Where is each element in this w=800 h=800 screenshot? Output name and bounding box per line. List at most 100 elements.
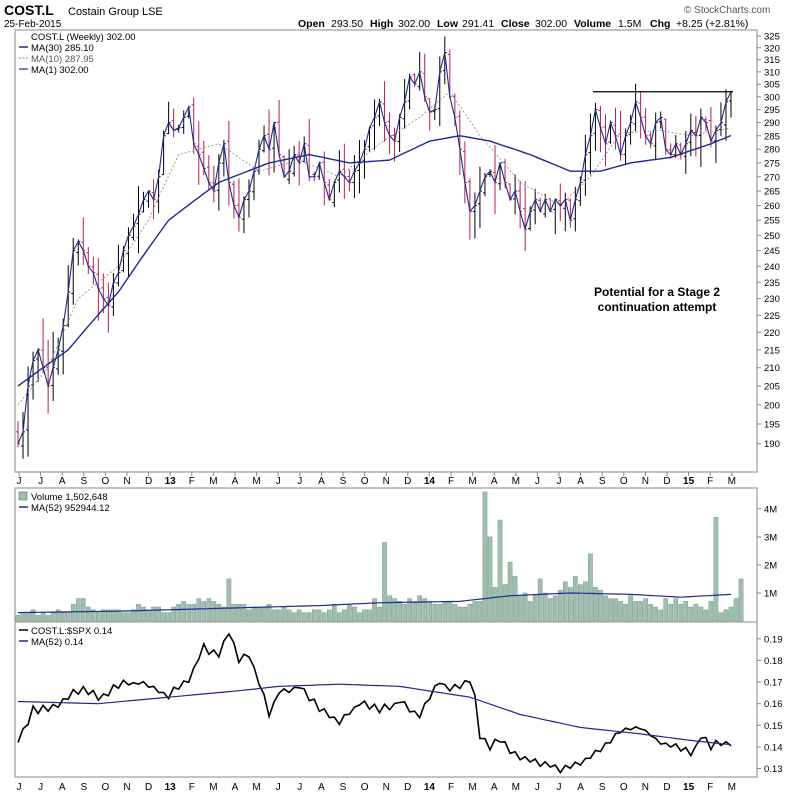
price-y-tick-label: 305 [764, 80, 780, 91]
volume-bar [301, 612, 307, 622]
volume-bar [532, 595, 538, 622]
volume-bar [30, 609, 36, 622]
volume-bar [337, 612, 342, 622]
volume-bar [206, 598, 212, 622]
x-tick-label: D [145, 476, 152, 487]
price-bar [201, 140, 206, 176]
symbol-title: COST.L [4, 2, 54, 18]
x-tick-label: A [59, 782, 66, 793]
volume-y-tick-label: 4M [764, 504, 777, 515]
x-tick-label: A [59, 476, 66, 487]
volume-bar [477, 601, 483, 622]
volume-bar [442, 601, 448, 622]
watermark: © StockCharts.com [684, 5, 770, 16]
volume-bar [276, 609, 282, 622]
low-value: 291.41 [462, 18, 494, 30]
x-tick-label: A [232, 476, 239, 487]
x-tick-label: A [491, 782, 498, 793]
volume-bar [372, 598, 377, 622]
volume-bar [537, 578, 543, 622]
price-y-tick-label: 210 [764, 363, 780, 374]
volume-bar [151, 606, 156, 622]
volume-bar [70, 603, 76, 622]
close-label: Close [501, 18, 530, 30]
volume-bar [121, 612, 126, 622]
price-y-tick-label: 290 [764, 118, 780, 129]
volume-bar [96, 612, 101, 622]
volume-bar [467, 603, 473, 622]
price-bar [427, 98, 432, 131]
price-y-tick-label: 320 [764, 43, 780, 54]
volume-bar [261, 606, 267, 622]
volume-bar [50, 612, 56, 622]
volume-bar [236, 603, 242, 622]
volume-bar [648, 603, 653, 622]
volume-bar [497, 519, 503, 622]
volume-bar [156, 606, 161, 622]
volume-bar [527, 601, 533, 622]
x-tick-label: S [80, 782, 87, 793]
ma10-line [17, 91, 732, 406]
x-tick-label: D [404, 782, 411, 793]
volume-legend: Volume 1,502,648 MA(52) 952944.12 [18, 491, 110, 514]
volume-bar [688, 606, 694, 622]
volume-bar [367, 609, 372, 622]
volume-bar [45, 615, 51, 622]
ratio-y-tick-label: 0.17 [764, 678, 783, 689]
price-bar [628, 114, 633, 145]
volume-bar [562, 581, 568, 622]
volume-bar [452, 603, 458, 622]
price-y-tick-label: 275 [764, 158, 780, 169]
volume-bar [85, 606, 91, 622]
volume-bar [718, 612, 724, 622]
volume-bar [191, 603, 197, 622]
price-bar [362, 140, 367, 179]
price-bar [653, 112, 658, 161]
price-y-tick-label: 315 [764, 55, 780, 66]
price-bar [613, 107, 618, 150]
volume-bar [673, 598, 679, 622]
volume-y-tick-label: 1M [764, 588, 777, 599]
volume-bar [116, 609, 121, 622]
x-tick-label: O [620, 782, 628, 793]
volume-bar [588, 553, 593, 622]
volume-bar [211, 601, 217, 622]
volume-bar [397, 601, 402, 622]
price-y-tick-label: 195 [764, 420, 780, 431]
volume-bar [678, 603, 684, 622]
volume-bar [161, 612, 166, 622]
volume-bar [547, 598, 553, 622]
volume-label: Volume [574, 18, 611, 30]
price-y-tick-label: 215 [764, 345, 780, 356]
volume-bar [703, 609, 709, 622]
ratio-y-tick-label: 0.16 [764, 699, 783, 710]
volume-bar [111, 609, 116, 622]
x-tick-label: F [448, 782, 454, 793]
x-tick-label: J [276, 476, 281, 487]
volume-bar [201, 601, 207, 622]
ma1-line [17, 52, 732, 444]
x-tick-label: S [80, 476, 87, 487]
open-label: Open [298, 18, 325, 30]
open-value: 293.50 [331, 18, 363, 30]
chart-date: 25-Feb-2015 [4, 19, 62, 30]
ratio-y-tick-label: 0.13 [764, 764, 783, 775]
price-y-tick-label: 285 [764, 131, 780, 142]
x-tick-label: M [728, 782, 736, 793]
volume-bar [40, 612, 46, 622]
volume-bar [106, 609, 111, 622]
x-tick-label: N [123, 782, 130, 793]
x-tick-label: M [252, 476, 260, 487]
x-tick-label: O [102, 782, 110, 793]
volume-bar [311, 609, 317, 622]
volume-bar [91, 609, 96, 622]
volume-bar [65, 612, 71, 622]
volume-bar [226, 578, 232, 622]
volume-bar [176, 603, 181, 622]
price-bar [236, 178, 241, 232]
x-tick-label: M [209, 476, 217, 487]
price-bar [352, 155, 357, 198]
legend-price: COST.L (Weekly) 302.00 [31, 32, 136, 43]
